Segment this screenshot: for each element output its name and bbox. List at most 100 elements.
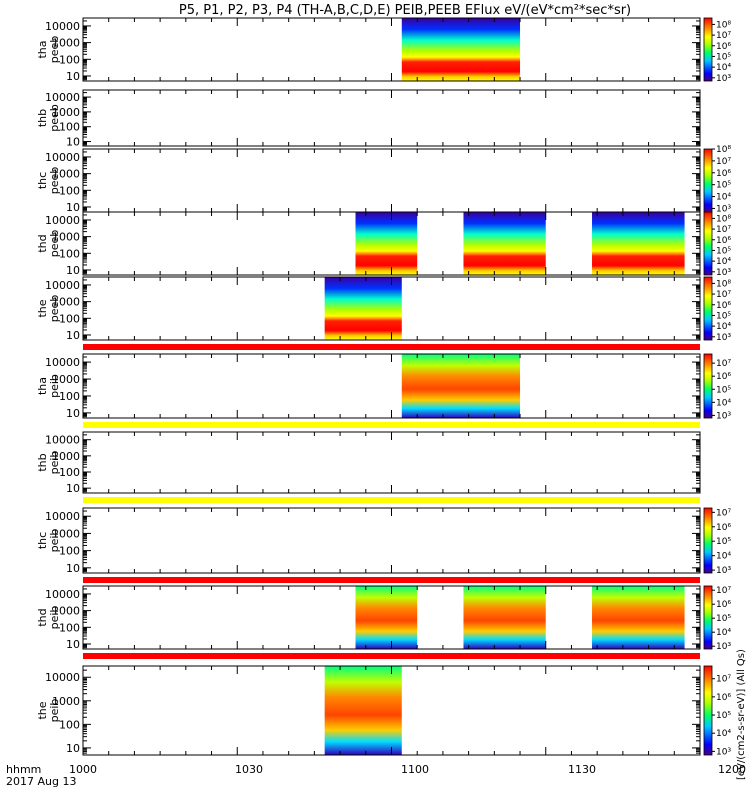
panel-thb-peeb: 10 100 1000 10000 thb peeb: [36, 89, 701, 149]
panel-probe-label: thd: [36, 234, 49, 252]
panel-probe-label: thd: [36, 608, 49, 626]
panel-probe-label: tha: [36, 40, 49, 58]
panel-probe-label: the: [36, 701, 49, 719]
spectrogram-block: [592, 586, 685, 649]
panel-thb-peib: 10 100 1000 10000 thb peib: [36, 431, 701, 503]
spectrogram-block: [355, 212, 418, 275]
colorbar-tick-label: 10³: [716, 642, 731, 652]
colorbar-tick-label: 10⁷: [716, 508, 731, 518]
spectrogram-block: [324, 666, 402, 755]
colorbar: [703, 353, 713, 419]
panel-probe-label: the: [36, 299, 49, 317]
colorbar-tick-label: 10⁵: [716, 711, 731, 721]
colorbar-tick-label: 10⁷: [716, 359, 731, 369]
x-tick-label-3: 1130: [568, 763, 596, 776]
separator-strip: [83, 653, 700, 659]
colorbar-tick-label: 10⁷: [716, 31, 731, 41]
y-tick-label: 10: [66, 70, 80, 83]
y-tick-label: 10: [66, 482, 80, 495]
y-tick-label: 10000: [45, 510, 80, 523]
y-tick-label: 1000: [52, 231, 80, 244]
colorbar-tick-label: 10⁵: [716, 614, 731, 624]
panel-product-label: peib: [48, 374, 61, 398]
y-tick-label: 10: [66, 742, 80, 755]
y-tick-label: 10000: [45, 356, 80, 369]
panel-frame: [82, 17, 701, 82]
colorbar-tick-label: 10⁶: [716, 169, 731, 179]
colorbar-tick-label: 10⁵: [716, 246, 731, 256]
y-tick-label: 1000: [52, 106, 80, 119]
colorbar-tick-label: 10⁸: [716, 145, 731, 155]
y-tick-label: 10000: [45, 20, 80, 33]
colorbar-tick-label: 10³: [716, 411, 731, 421]
y-tick-label: 1000: [52, 37, 80, 50]
x-tick-label-1: 1030: [235, 763, 263, 776]
y-tick-label: 1000: [52, 296, 80, 309]
y-tick-label: 10: [66, 201, 80, 214]
separator-strip: [83, 422, 700, 428]
panel-product-label: peeb: [48, 230, 61, 258]
colorbar: [703, 585, 713, 650]
colorbar-tick-label: 10⁷: [716, 290, 731, 300]
panel-frame: [82, 431, 701, 494]
y-tick-label: 1000: [52, 527, 80, 540]
y-tick-label: 100: [59, 53, 80, 66]
x-tick-label-0: 1000: [69, 763, 97, 776]
panel-the-peib: 10 100 1000 10000 the peib 10³ 10⁴ 10⁵ 10⁶ 10⁷: [36, 665, 731, 757]
y-tick-label: 10000: [45, 434, 80, 447]
panel-frame: [82, 507, 701, 574]
y-tick-label: 10000: [45, 91, 80, 104]
panel-product-label: peeb: [48, 36, 61, 64]
colorbar-tick-label: 10⁵: [716, 311, 731, 321]
colorbar-tick-label: 10³: [716, 747, 731, 757]
colorbar-tick-label: 10⁶: [716, 600, 731, 610]
colorbar-tick-label: 10³: [716, 204, 731, 214]
colorbar-tick-label: 10⁶: [716, 236, 731, 246]
colorbar-tick-label: 10⁴: [716, 63, 731, 73]
panel-probe-label: thc: [36, 172, 49, 189]
x-axis-label-time: hhmm: [6, 763, 41, 776]
colorbar: [703, 17, 713, 82]
y-tick-label: 10000: [45, 151, 80, 164]
colorbar-tick-label: 10⁴: [716, 193, 731, 203]
panel-product-label: peeb: [48, 295, 61, 323]
colorbar-tick-label: 10³: [716, 566, 731, 576]
y-tick-label: 10000: [45, 214, 80, 227]
panel-probe-label: tha: [36, 377, 49, 395]
colorbar-tick-label: 10⁴: [716, 729, 731, 739]
y-tick-label: 100: [59, 621, 80, 634]
panel-product-label: peeb: [48, 104, 61, 132]
colorbar-tick-label: 10⁴: [716, 398, 731, 408]
x-tick-label-4: 1200: [718, 763, 746, 776]
panel-frame: [82, 89, 701, 147]
colorbar-tick-label: 10⁶: [716, 372, 731, 382]
figure-title: P5, P1, P2, P3, P4 (TH-A,B,C,D,E) PEIB,P…: [179, 3, 631, 18]
y-tick-label: 100: [59, 390, 80, 403]
y-tick-label: 10: [66, 329, 80, 342]
colorbar-tick-label: 10⁵: [716, 537, 731, 547]
colorbar: [703, 211, 713, 276]
spectrogram-block: [463, 212, 546, 275]
y-tick-label: 100: [59, 121, 80, 134]
panel-probe-label: thb: [36, 453, 49, 471]
y-tick-label: 1000: [52, 168, 80, 181]
panel-product-label: peib: [48, 606, 61, 630]
colorbar: [703, 276, 713, 341]
colorbar-tick-label: 10⁴: [716, 628, 731, 638]
colorbar-tick-label: 10⁸: [716, 279, 731, 289]
colorbar: [703, 507, 713, 574]
colorbar-tick-label: 10⁵: [716, 385, 731, 395]
colorbar-tick-label: 10³: [716, 268, 731, 278]
panel-thc-peib: 10 100 1000 10000 thc peib 10³ 10⁴ 10⁵ 10⁶ 10⁷: [36, 507, 731, 583]
y-tick-label: 100: [59, 312, 80, 325]
colorbar-tick-label: 10⁴: [716, 552, 731, 562]
y-tick-label: 10: [66, 264, 80, 277]
colorbar-tick-label: 10⁶: [716, 693, 731, 703]
x-axis: 1000 1030 1100 1130 1200 hhmm 2017 Aug 1…: [6, 763, 746, 788]
y-tick-label: 100: [59, 247, 80, 260]
separator-strip: [83, 344, 700, 350]
y-tick-label: 100: [59, 466, 80, 479]
